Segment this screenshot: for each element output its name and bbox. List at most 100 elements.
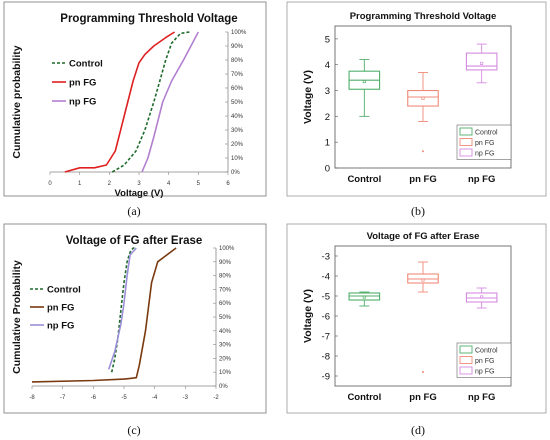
x-tick-label: 5: [197, 181, 201, 187]
box-control: [348, 291, 381, 307]
y-tick-label: 30%: [231, 128, 244, 134]
legend-swatch: [459, 127, 473, 136]
chart-frame: [3, 1, 267, 197]
x-tick-label: 4: [167, 181, 171, 187]
caption-c: (c): [127, 423, 141, 437]
y-axis-label: Voltage (V): [302, 289, 314, 343]
legend-label: Control: [47, 285, 81, 296]
y-axis-label: Cumulative probability: [11, 45, 23, 158]
legend-label: Control: [69, 59, 103, 70]
box-iqr: [465, 52, 498, 71]
box-pn-fg: [407, 72, 439, 153]
box-np-fg: [465, 287, 498, 309]
y-tick-label: 60%: [219, 301, 232, 307]
y-tick-label: -9: [322, 372, 330, 383]
x-tick-label: np FG: [468, 174, 495, 185]
y-tick-label: -8: [322, 352, 330, 363]
legend-label: Control: [475, 348, 498, 355]
y-tick-label: 60%: [231, 86, 244, 92]
x-tick-label: -4: [152, 395, 158, 401]
box-outlier: [422, 150, 424, 153]
y-tick-label: 10%: [231, 156, 244, 162]
x-tick-label: 6: [226, 181, 230, 187]
y-tick-label: 100%: [231, 30, 247, 36]
y-tick-label: -6: [322, 312, 330, 323]
chart-frame: [286, 223, 547, 414]
x-tick-label: -3: [183, 395, 189, 401]
box-pn-fg: [407, 261, 439, 373]
x-tick-label: np FG: [468, 392, 495, 403]
y-axis-label: Cumulative Probability: [11, 260, 23, 374]
panel-d-box-chart: Voltage of FG after Erase -3 -4 -5 -6 -7 -8 -9 V…: [285, 222, 550, 417]
legend-box: [456, 124, 512, 160]
legend-label: Control: [475, 130, 498, 137]
box-iqr: [407, 89, 439, 107]
x-tick-label: 1: [78, 181, 82, 187]
box-mean: [362, 295, 366, 299]
chart-b-svg: Programming Threshold Voltage 0 1 2 3 4 5 Volta…: [286, 1, 547, 197]
y-tick-label: 100%: [219, 246, 235, 252]
box-np-fg: [465, 43, 498, 84]
legend-label: np FG: [475, 369, 494, 376]
box-control: [348, 59, 381, 117]
caption-d: (d): [411, 423, 425, 437]
legend-swatch: [459, 138, 473, 146]
legend-label: pn FG: [475, 358, 494, 365]
legend-label: pn FG: [69, 78, 96, 89]
series-line-pn-fg: [31, 247, 177, 383]
x-tick-label: -7: [60, 395, 66, 401]
y-tick-label: 20%: [231, 142, 244, 148]
panel-b-box-chart: Programming Threshold Voltage 0 1 2 3 4 5 Volta…: [285, 0, 550, 200]
chart-title: Programming Threshold Voltage: [350, 11, 497, 22]
series-line-pn-fg: [64, 31, 176, 173]
legend-swatch: [459, 356, 473, 364]
series-line-control: [110, 247, 137, 373]
series-line-np-fg: [141, 31, 200, 173]
y-tick-label: 2: [325, 112, 330, 123]
box-mean: [362, 79, 366, 84]
panel-c-line-chart: Voltage of FG after Erase -8 -7 -6 -5 -4 -3 -2 0…: [0, 222, 270, 417]
box-mean: [480, 295, 484, 299]
y-axis-label: Voltage (V): [302, 70, 314, 124]
series-line-control: [111, 31, 190, 173]
x-axis-label: Voltage (V): [115, 188, 164, 199]
y-tick-label: 1: [325, 138, 330, 149]
x-tick-label: 0: [48, 181, 52, 187]
legend-label: pn FG: [475, 140, 494, 147]
series-line-np-fg: [107, 247, 137, 370]
y-tick-label: 50%: [219, 315, 232, 321]
x-tick-label: Control: [347, 392, 381, 403]
y-tick-label: 5: [325, 34, 330, 45]
chart-d-svg: Voltage of FG after Erase -3 -4 -5 -6 -7 -8 -9 V…: [286, 223, 547, 414]
y-tick-label: 30%: [219, 343, 232, 349]
y-tick-label: 80%: [219, 274, 232, 280]
y-tick-label: -5: [322, 292, 330, 303]
y-tick-label: 3: [325, 86, 330, 97]
y-tick-label: 40%: [219, 329, 232, 335]
chart-title: Programming Threshold Voltage: [60, 13, 237, 25]
y-tick-label: 10%: [219, 370, 232, 376]
x-tick-label: -6: [91, 395, 97, 401]
y-tick-label: 90%: [219, 260, 232, 266]
chart-c-svg: Voltage of FG after Erase -8 -7 -6 -5 -4 -3 -20…: [3, 223, 267, 414]
y-tick-label: 20%: [219, 356, 232, 362]
box-mean: [421, 278, 425, 282]
y-tick-label: 70%: [231, 72, 244, 78]
x-tick-label: -5: [121, 395, 127, 401]
x-tick-label: 3: [137, 181, 141, 187]
plot-area: [334, 25, 512, 169]
x-tick-label: -2: [213, 395, 219, 401]
x-tick-label: -8: [29, 395, 35, 401]
chart-a-svg: Programming Threshold Voltage 0 1 2 3 4 5 60% 10…: [3, 1, 267, 199]
x-tick-label: pn FG: [409, 174, 436, 185]
y-tick-label: 70%: [219, 287, 232, 293]
caption-a: (a): [127, 204, 141, 218]
y-tick-label: -3: [322, 252, 330, 263]
chart-title: Voltage of FG after Erase: [367, 231, 480, 242]
x-tick-label: 2: [108, 181, 112, 187]
box-outlier: [422, 371, 424, 373]
y-tick-label: -4: [322, 272, 330, 283]
legend-label: pn FG: [47, 303, 74, 314]
legend-swatch: [459, 366, 473, 375]
legend-swatch: [459, 148, 473, 157]
